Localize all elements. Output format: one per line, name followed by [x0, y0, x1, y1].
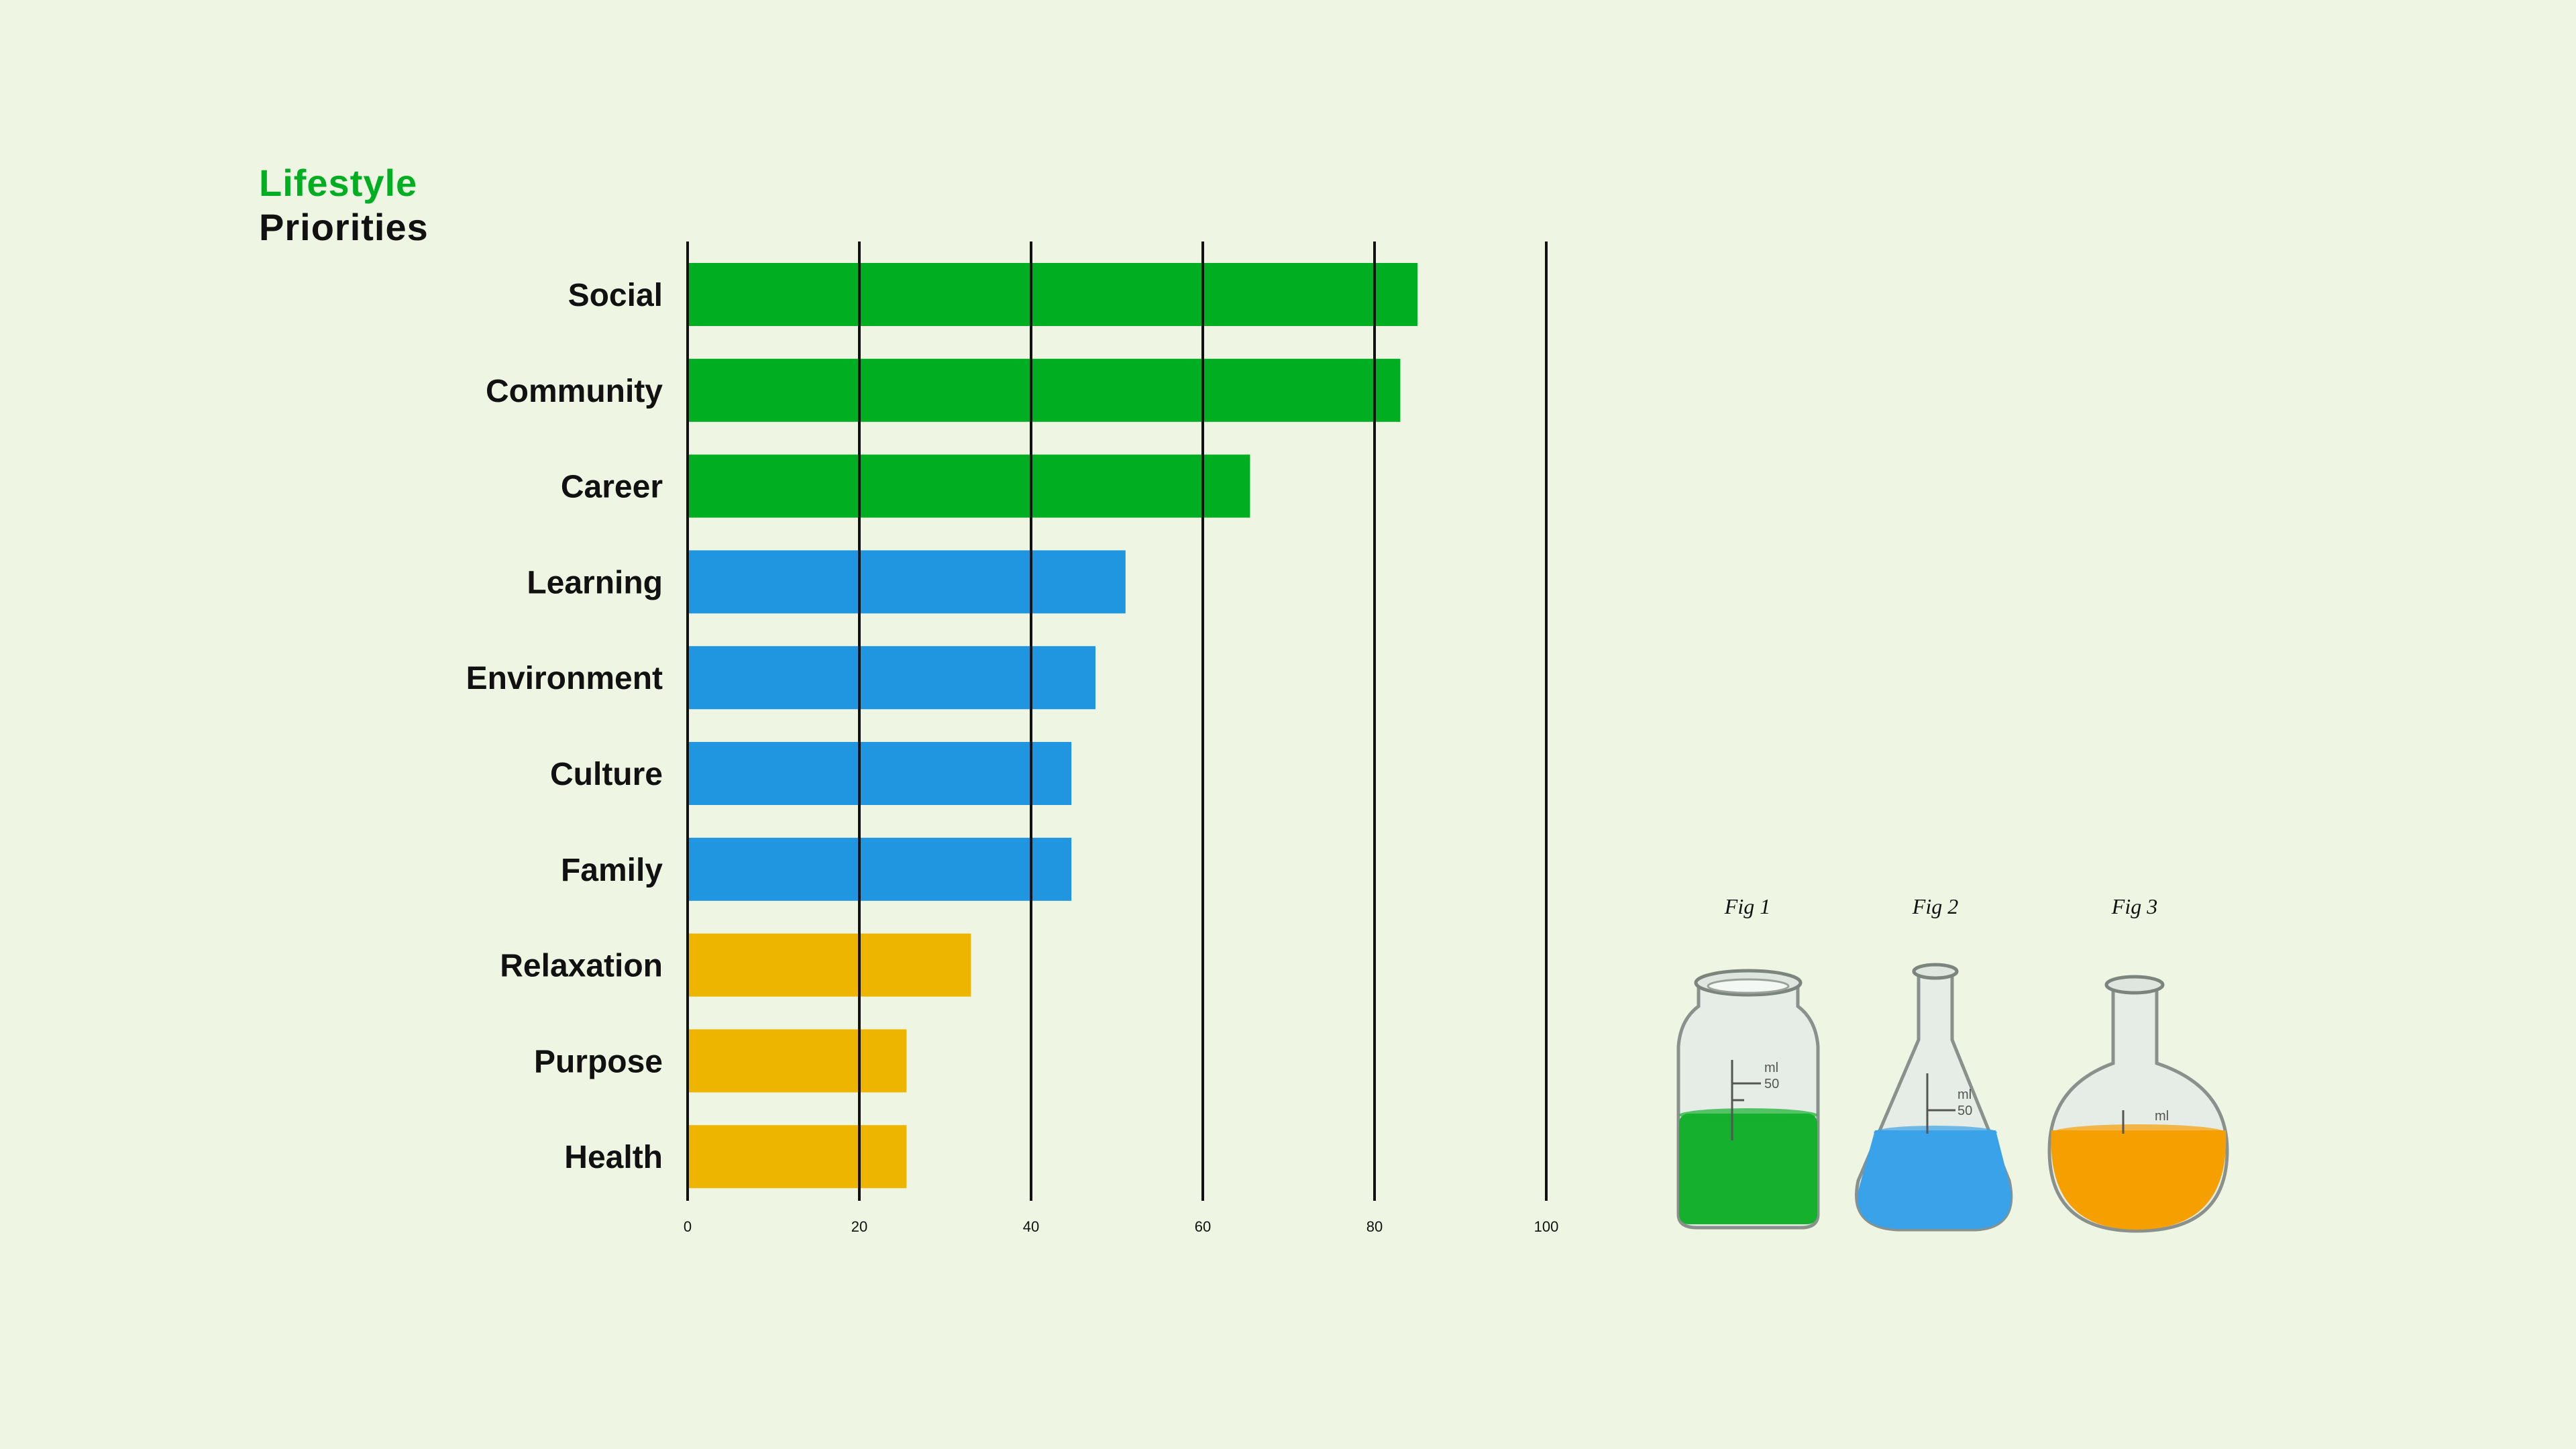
category-label-social: Social: [568, 278, 663, 313]
bar-learning: [688, 550, 1126, 614]
category-label-career: Career: [561, 470, 663, 505]
x-tick-label-0: 0: [684, 1218, 692, 1235]
round-flask-unit-text: ml: [2155, 1109, 2169, 1124]
x-tick-label-40: 40: [1023, 1218, 1039, 1235]
figures-group: Fig 1 ml 50 Fig 2: [1676, 894, 2229, 1233]
flask-liquid-surface: [1874, 1126, 1997, 1139]
title-line-1: Lifestyle: [259, 162, 418, 204]
round-flask-liquid: [2051, 1130, 2226, 1230]
category-label-relaxation: Relaxation: [500, 949, 663, 984]
x-tick-label-80: 80: [1366, 1218, 1383, 1235]
figure-3: Fig 3 ml: [2047, 894, 2229, 1233]
flask-unit-text: ml: [1957, 1087, 1972, 1102]
category-label-culture: Culture: [550, 757, 663, 792]
chart-title: Lifestyle Priorities: [259, 161, 429, 250]
figure-2-label: Fig 2: [1912, 894, 1958, 918]
category-label-environment: Environment: [466, 661, 663, 696]
x-tick-label-100: 100: [1534, 1218, 1559, 1235]
bar-career: [688, 454, 1250, 518]
x-tick-label-20: 20: [851, 1218, 867, 1235]
x-tick-label-60: 60: [1195, 1218, 1211, 1235]
figure-3-label: Fig 3: [2111, 894, 2157, 918]
figure-1: Fig 1 ml 50: [1676, 894, 1820, 1230]
bottle-mark-text: 50: [1764, 1077, 1779, 1091]
bottle-icon: ml 50: [1676, 969, 1820, 1230]
round-flask-liquid-surface: [2053, 1124, 2224, 1140]
figure-1-label: Fig 1: [1724, 894, 1770, 918]
category-label-purpose: Purpose: [534, 1044, 663, 1079]
bar-health: [688, 1125, 907, 1189]
bottle-unit-text: ml: [1764, 1061, 1778, 1075]
flask-mark-text: 50: [1957, 1104, 1972, 1118]
category-label-community: Community: [486, 374, 663, 409]
flask-liquid: [1858, 1130, 2012, 1229]
bottle-liquid-surface: [1679, 1108, 1817, 1122]
category-label-health: Health: [564, 1140, 663, 1175]
bar-family: [688, 837, 1072, 901]
bar-purpose: [688, 1029, 907, 1093]
title-line-2: Priorities: [259, 206, 429, 248]
bar-relaxation: [688, 933, 971, 997]
bar-environment: [688, 646, 1095, 710]
category-label-family: Family: [561, 853, 663, 888]
bar-culture: [688, 742, 1072, 805]
category-label-learning: Learning: [527, 565, 663, 600]
figure-2: Fig 2 ml 50: [1855, 894, 2013, 1232]
bar-social: [688, 263, 1417, 326]
round-flask-icon: ml: [2047, 975, 2229, 1233]
erlenmeyer-flask-icon: ml 50: [1855, 963, 2013, 1232]
bottle-liquid: [1679, 1114, 1817, 1224]
bar-community: [688, 358, 1401, 422]
